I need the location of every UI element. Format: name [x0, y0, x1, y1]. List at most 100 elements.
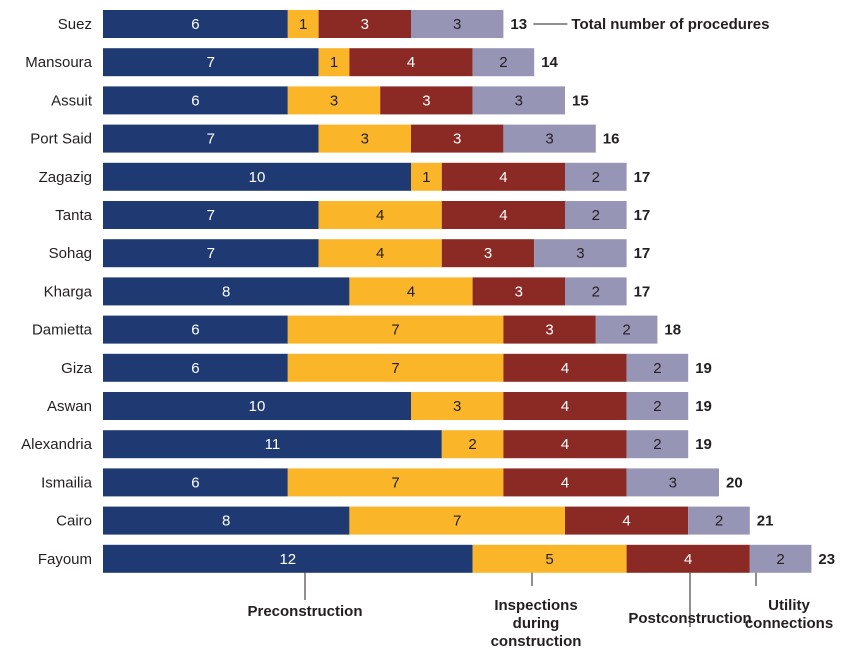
bar-segment — [287, 10, 319, 38]
annotation-label-utility: Utility connections — [745, 597, 833, 632]
bar-segment — [441, 430, 504, 459]
bar-segment — [626, 353, 689, 382]
category-label: Zagazig — [39, 169, 92, 186]
bar-segment — [565, 506, 689, 535]
bar-segment — [349, 277, 473, 306]
segment-value-label: 6 — [191, 322, 199, 339]
annotation-label-postconstruction: Postconstruction — [628, 610, 751, 627]
bar-segment — [503, 392, 627, 420]
segment-value-label: 4 — [407, 54, 415, 71]
category-label: Kharga — [44, 283, 93, 300]
category-label: Suez — [58, 16, 92, 33]
segment-value-label: 7 — [391, 360, 399, 377]
total-value-label: 14 — [541, 54, 558, 71]
category-label: Damietta — [32, 322, 93, 339]
bar-segment — [103, 86, 288, 115]
total-value-label: 17 — [634, 169, 651, 186]
segment-value-label: 2 — [653, 436, 661, 453]
segment-value-label: 12 — [279, 551, 296, 568]
bar-segment — [626, 430, 689, 459]
segment-value-label: 3 — [422, 92, 430, 109]
segment-value-label: 10 — [249, 169, 266, 186]
bar-segment — [103, 277, 350, 306]
segment-value-label: 2 — [653, 398, 661, 415]
segment-value-label: 3 — [361, 16, 369, 33]
bar-segment — [287, 353, 504, 382]
bar-segment — [565, 277, 627, 306]
segment-value-label: 3 — [545, 322, 553, 339]
segment-value-label: 4 — [407, 283, 415, 300]
bar-segment — [411, 162, 442, 191]
segment-value-label: 8 — [222, 283, 230, 300]
segment-value-label: 3 — [515, 283, 523, 300]
segment-value-label: 8 — [222, 513, 230, 530]
bar-segment — [103, 353, 288, 382]
bar-segment — [287, 468, 504, 497]
bar-segment — [503, 430, 627, 459]
annotation-label-inspections: Inspections during construction — [491, 597, 582, 650]
segment-value-label: 7 — [207, 131, 215, 148]
segment-value-label: 2 — [592, 207, 600, 224]
category-label: Tanta — [55, 207, 92, 224]
segment-value-label: 3 — [545, 131, 553, 148]
bar-segment — [688, 506, 750, 535]
bar-segment — [318, 10, 411, 38]
category-label: Cairo — [56, 513, 92, 530]
total-value-label: 19 — [695, 398, 712, 415]
segment-value-label: 2 — [499, 54, 507, 71]
total-value-label: 21 — [757, 513, 774, 530]
category-label: Mansoura — [25, 54, 92, 71]
bar-segment — [103, 10, 288, 38]
segment-value-label: 3 — [453, 131, 461, 148]
bar-segment — [472, 86, 565, 115]
segment-value-label: 1 — [299, 16, 307, 33]
bar-segment — [103, 506, 350, 535]
bar-segment — [380, 86, 473, 115]
bar-segment — [318, 239, 442, 268]
bar-segment — [103, 48, 319, 77]
category-label: Port Said — [30, 131, 92, 148]
segment-value-label: 5 — [545, 551, 553, 568]
bar-segment — [103, 468, 288, 497]
segment-value-label: 1 — [330, 54, 338, 71]
bar-segment — [318, 124, 411, 153]
segment-value-label: 4 — [622, 513, 630, 530]
bar-segment — [441, 162, 565, 191]
bar-segment — [103, 544, 473, 573]
total-value-label: 17 — [634, 207, 651, 224]
bar-segment — [287, 86, 381, 115]
total-value-label: 17 — [634, 245, 651, 262]
segment-value-label: 2 — [592, 283, 600, 300]
segment-value-label: 4 — [376, 207, 384, 224]
bar-segment — [626, 544, 750, 573]
bar-segment — [318, 201, 442, 229]
segment-value-label: 3 — [330, 92, 338, 109]
annotations-layer: Total number of procedures Preconstructio… — [247, 16, 833, 650]
bar-segment — [103, 392, 411, 420]
segment-value-label: 6 — [191, 360, 199, 377]
bar-segment — [103, 162, 411, 191]
total-value-label: 17 — [634, 283, 651, 300]
segment-value-label: 7 — [207, 245, 215, 262]
segment-value-label: 4 — [561, 474, 569, 491]
bar-segment — [565, 162, 627, 191]
bar-segment — [103, 315, 288, 344]
category-label: Assuit — [51, 92, 93, 109]
bar-segment — [287, 315, 504, 344]
bar-segment — [595, 315, 658, 344]
bar-segment — [318, 48, 350, 77]
segment-value-label: 10 — [249, 398, 266, 415]
bar-segment — [472, 277, 565, 306]
segment-value-label: 7 — [207, 207, 215, 224]
category-label: Ismailia — [41, 474, 93, 491]
bar-segment — [103, 239, 319, 268]
segment-value-label: 6 — [191, 16, 199, 33]
total-value-label: 19 — [695, 436, 712, 453]
segment-value-label: 2 — [468, 436, 476, 453]
segment-value-label: 11 — [265, 436, 281, 453]
segment-value-label: 4 — [499, 207, 507, 224]
segment-value-label: 2 — [622, 322, 630, 339]
bar-segment — [411, 392, 504, 420]
bar-segment — [749, 544, 812, 573]
